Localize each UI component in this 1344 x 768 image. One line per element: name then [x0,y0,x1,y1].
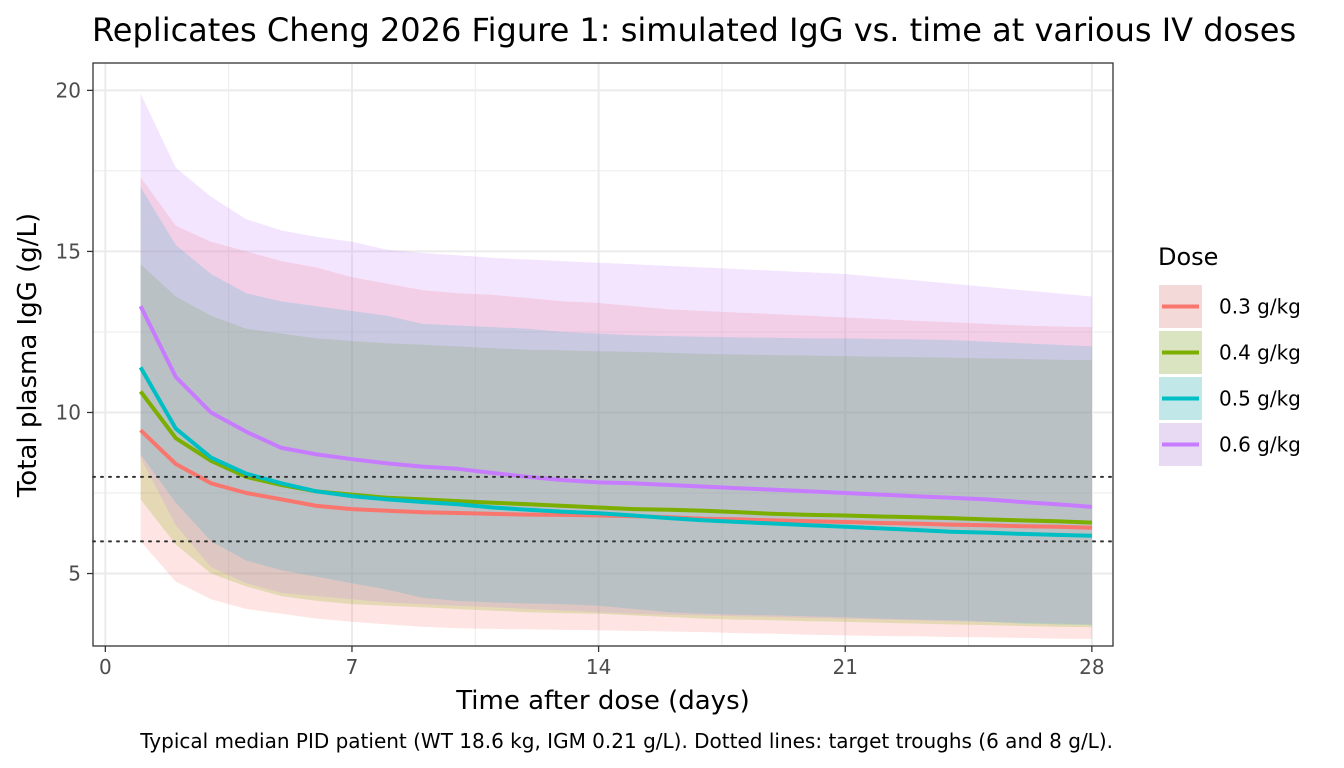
y-tick-label: 15 [56,239,81,263]
series-lines [138,305,1093,538]
x-axis-title: Time after dose (days) [455,686,750,716]
major-gridlines [93,63,1113,646]
plot-panel [93,63,1113,646]
legend-title: Dose [1158,243,1218,271]
reference-lines [92,475,1114,543]
legend-label: 0.6 g/kg [1219,433,1301,457]
y-axis-title: Total plasma IgG (g/L) [13,213,43,498]
x-tick-label: 0 [99,655,112,679]
legend: Dose 0.3 g/kg 0.4 g/kg 0.5 g/kg 0.6 g/kg [1158,243,1301,466]
x-tick-label: 14 [586,655,611,679]
chart-title: Replicates Cheng 2026 Figure 1: simulate… [92,11,1296,49]
line-0-6-g-kg [138,305,1093,509]
legend-label: 0.5 g/kg [1219,387,1301,411]
line-0-5-g-kg [138,366,1092,538]
y-tick-label: 20 [56,78,81,102]
y-tick-label: 5 [68,562,81,586]
x-tick-label: 28 [1079,655,1104,679]
x-axis: 0 7 14 21 28 [99,646,1105,679]
x-tick-label: 21 [833,655,858,679]
ribbon-0-4-g-kg [140,264,1092,628]
legend-label: 0.4 g/kg [1219,341,1301,365]
y-axis: 5 10 15 20 [56,78,93,586]
legend-label: 0.3 g/kg [1219,295,1301,319]
y-tick-label: 10 [56,400,81,424]
plot-panel-border [92,62,1114,647]
chart-caption: Typical median PID patient (WT 18.6 kg, … [139,729,1113,753]
minor-gridlines [93,63,1113,646]
x-tick-label: 7 [346,655,359,679]
